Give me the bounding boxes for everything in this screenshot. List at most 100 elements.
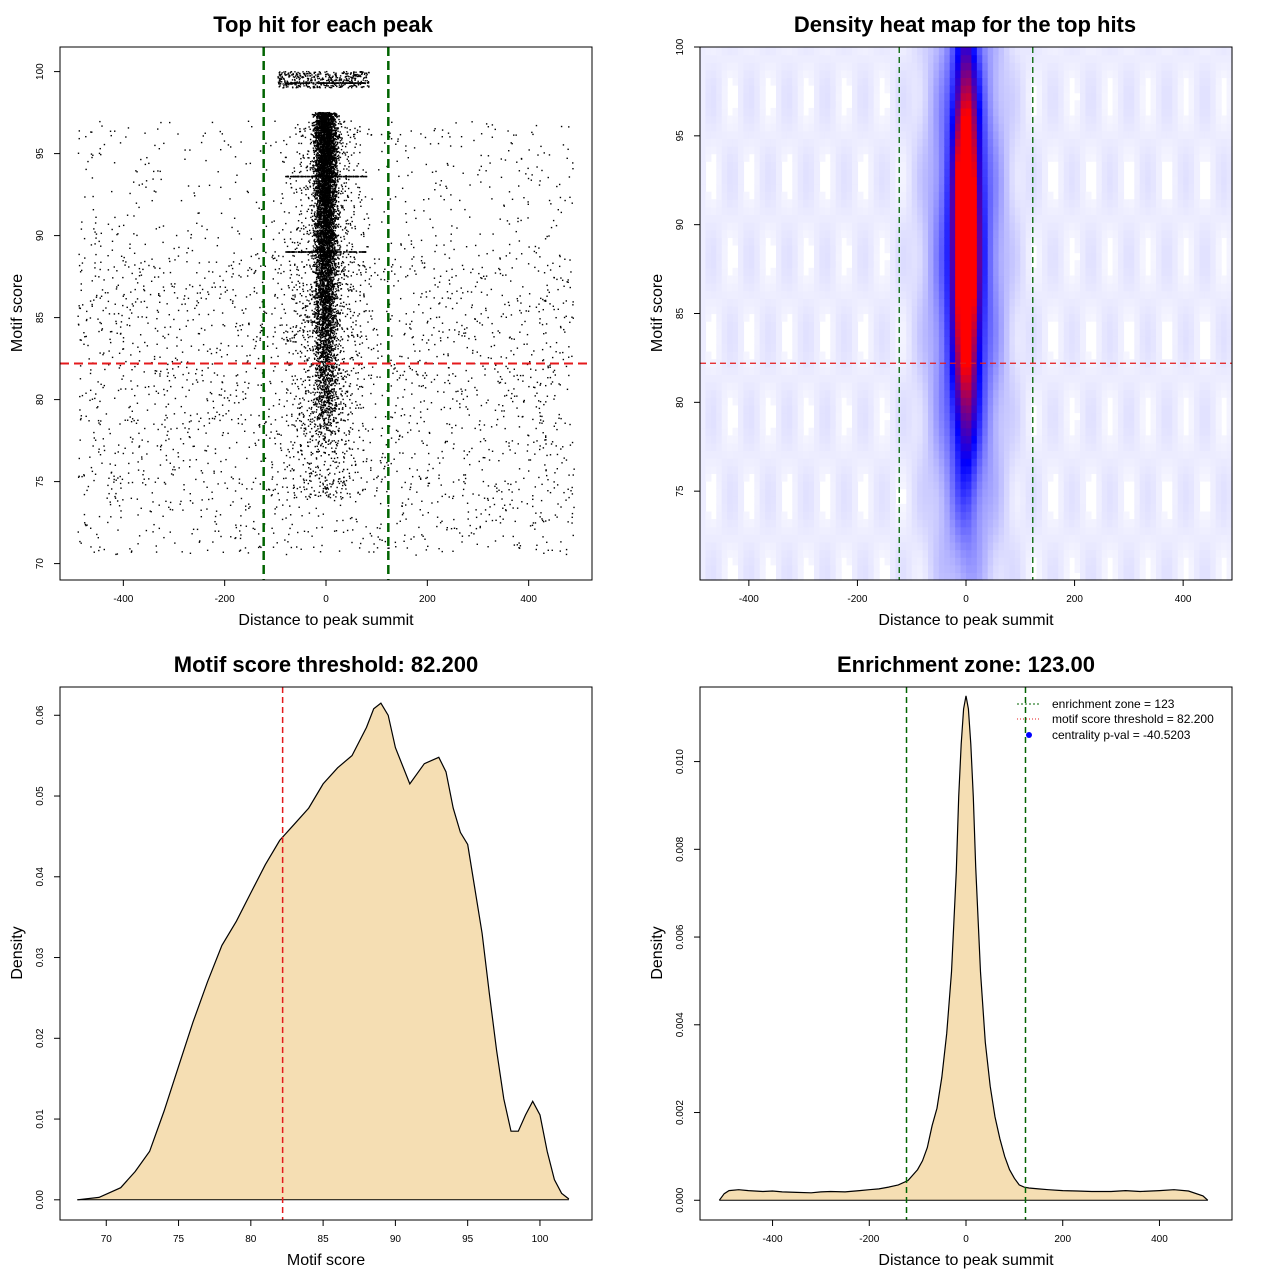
scatter-point bbox=[446, 423, 448, 425]
scatter-point bbox=[286, 499, 288, 501]
scatter-point bbox=[426, 408, 429, 410]
scatter-point bbox=[322, 513, 325, 515]
scatter-point bbox=[513, 388, 515, 390]
scatter-point bbox=[85, 319, 88, 322]
scatter-point bbox=[516, 507, 519, 509]
scatter-point bbox=[261, 330, 263, 332]
scatter-point bbox=[357, 264, 360, 266]
scatter-point bbox=[431, 171, 434, 173]
scatter-point bbox=[556, 453, 559, 456]
scatter-point bbox=[285, 392, 288, 394]
scatter-point bbox=[390, 385, 393, 387]
scatter-point bbox=[512, 535, 514, 538]
scatter-point bbox=[570, 271, 572, 273]
scatter-point bbox=[409, 429, 412, 431]
scatter-point bbox=[379, 527, 381, 530]
scatter-point bbox=[272, 532, 275, 534]
scatter-point bbox=[334, 321, 337, 324]
scatter-point bbox=[490, 345, 493, 348]
scatter-point bbox=[573, 468, 575, 470]
scatter-point bbox=[410, 483, 412, 485]
scatter-point bbox=[302, 290, 305, 293]
scatter-point bbox=[420, 401, 422, 403]
scatter-point bbox=[319, 425, 322, 428]
scatter-point bbox=[99, 352, 101, 354]
scatter-point bbox=[321, 170, 323, 172]
scatter-point bbox=[83, 475, 85, 477]
scatter-point bbox=[306, 315, 309, 318]
scatter-point bbox=[239, 324, 241, 327]
scatter-point bbox=[107, 484, 109, 487]
scatter-point bbox=[257, 439, 260, 441]
scatter-point bbox=[372, 329, 374, 331]
scatter-point bbox=[201, 369, 203, 372]
scatter-point bbox=[274, 437, 276, 439]
scatter-point bbox=[335, 127, 338, 129]
scatter-point bbox=[487, 126, 490, 128]
scatter-point bbox=[115, 492, 117, 495]
scatter-point bbox=[78, 130, 81, 132]
scatter-point bbox=[467, 290, 469, 293]
scatter-point bbox=[482, 275, 485, 278]
scatter-point bbox=[235, 524, 237, 526]
scatter-point bbox=[291, 330, 294, 333]
scatter-point bbox=[110, 488, 113, 490]
scatter-point bbox=[232, 261, 235, 263]
scatter-point bbox=[362, 488, 364, 491]
scatter-point bbox=[278, 403, 280, 405]
scatter-point bbox=[234, 294, 237, 297]
scatter-point bbox=[103, 143, 106, 146]
scatter-point bbox=[150, 511, 152, 513]
scatter-point bbox=[464, 208, 466, 211]
scatter-point bbox=[384, 540, 387, 543]
scatter-point bbox=[314, 194, 316, 196]
scatter-point bbox=[220, 388, 223, 390]
scatter-point bbox=[539, 516, 541, 518]
scatter-point bbox=[359, 130, 361, 133]
scatter-point bbox=[119, 142, 122, 144]
scatter-point bbox=[211, 491, 213, 493]
scatter-point bbox=[91, 303, 93, 306]
scatter-point bbox=[421, 339, 424, 341]
scatter-point bbox=[222, 323, 224, 326]
scatter-point bbox=[78, 253, 80, 256]
scatter-point bbox=[285, 182, 288, 184]
scatter-point bbox=[328, 374, 331, 376]
scatter-point bbox=[275, 347, 278, 349]
scatter-point bbox=[316, 225, 318, 228]
scatter-point bbox=[549, 491, 552, 494]
scatter-point bbox=[326, 311, 328, 313]
scatter-point bbox=[321, 361, 323, 364]
scatter-point bbox=[452, 373, 454, 375]
scatter-point bbox=[280, 272, 282, 275]
scatter-point bbox=[452, 497, 454, 500]
scatter-point bbox=[448, 496, 450, 498]
scatter-point bbox=[557, 503, 559, 505]
scatter-point bbox=[323, 418, 326, 421]
scatter-point bbox=[320, 367, 322, 370]
scatter-point bbox=[527, 217, 529, 219]
scatter-point bbox=[516, 407, 518, 409]
scatter-point bbox=[562, 144, 565, 146]
scatter-point bbox=[464, 314, 467, 316]
scatter-point bbox=[381, 478, 383, 481]
scatter-point bbox=[138, 184, 140, 186]
scatter-point bbox=[92, 154, 94, 157]
scatter-point bbox=[322, 366, 324, 368]
scatter-point bbox=[231, 302, 234, 304]
scatter-point bbox=[508, 191, 511, 193]
scatter-point bbox=[549, 366, 551, 368]
scatter-point bbox=[436, 516, 439, 518]
scatter-point bbox=[332, 255, 334, 257]
scatter-point bbox=[348, 162, 351, 165]
scatter-point bbox=[433, 378, 436, 381]
scatter-point bbox=[432, 362, 434, 365]
scatter-point bbox=[222, 432, 225, 434]
scatter-point bbox=[120, 510, 122, 512]
scatter-point bbox=[471, 352, 474, 354]
scatter-point bbox=[429, 290, 431, 292]
scatter-point bbox=[502, 274, 504, 277]
scatter-point bbox=[147, 385, 150, 388]
scatter-point bbox=[531, 174, 533, 176]
scatter-point bbox=[546, 284, 548, 287]
